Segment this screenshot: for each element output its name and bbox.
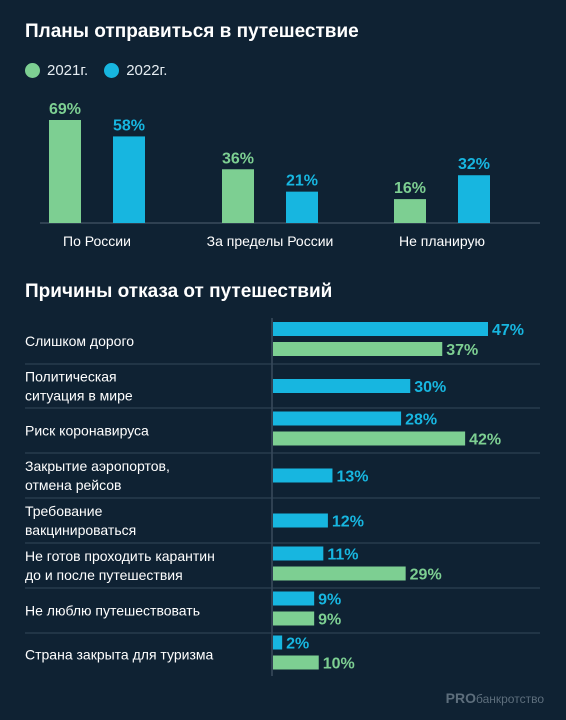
hbar-2022-5 xyxy=(273,546,324,561)
reason-label-line: Не готов проходить карантин xyxy=(25,548,215,564)
reason-label-4: Требование вакцинироваться xyxy=(25,503,136,538)
bar-2021-1 xyxy=(222,169,254,223)
hbar-label-2022-4: 12% xyxy=(332,514,364,531)
legend-label-2021: 2021г. xyxy=(47,62,89,79)
hbar-2021-6 xyxy=(273,611,315,626)
hbar-label-2022-2: 28% xyxy=(405,412,437,429)
bar-2022-2 xyxy=(458,175,490,223)
reason-label-line: Слишком дорого xyxy=(25,333,134,349)
chart-1-title: Планы отправиться в путешествие xyxy=(25,21,359,42)
reason-label-3: Закрытие аэропортов, отмена рейсов xyxy=(25,458,170,493)
hbar-label-2022-7: 2% xyxy=(286,636,309,653)
hbar-2022-6 xyxy=(273,591,315,606)
hbar-2021-7 xyxy=(273,655,319,670)
hbar-label-2022-3: 13% xyxy=(336,469,368,486)
reason-label-line: отмена рейсов xyxy=(25,477,121,493)
reason-label-line: Страна закрыта для туризма xyxy=(25,647,213,663)
reason-label-6: Не люблю путешествовать xyxy=(25,603,200,619)
data-label-2021-2: 16% xyxy=(394,180,426,197)
legend-item-2021: 2021г. xyxy=(25,62,88,79)
chart-2-title: Причины отказа от путешествий xyxy=(25,281,333,302)
hbar-2022-7 xyxy=(273,635,283,650)
reason-label-1: Политическая ситуация в мире xyxy=(25,369,133,404)
bar-2021-0 xyxy=(49,120,81,223)
legend-swatch-2021 xyxy=(25,63,40,78)
legend-label-2022: 2022г. xyxy=(126,62,168,79)
data-label-2022-0: 58% xyxy=(113,117,145,134)
reason-label-line: Не люблю путешествовать xyxy=(25,603,200,619)
hbar-label-2022-1: 30% xyxy=(414,379,446,396)
data-label-2021-0: 69% xyxy=(49,101,81,118)
hbar-label-2021-0: 37% xyxy=(446,342,478,359)
category-label-0: По России xyxy=(63,233,131,249)
data-label-2021-1: 36% xyxy=(222,150,254,167)
hbar-label-2022-0: 47% xyxy=(492,322,524,339)
legend-swatch-2022 xyxy=(104,63,120,78)
reason-label-0: Слишком дорого xyxy=(25,333,134,349)
hbar-label-2021-6: 9% xyxy=(318,612,341,629)
data-label-2022-1: 21% xyxy=(286,173,318,190)
category-label-2: Не планирую xyxy=(399,233,485,249)
hbar-label-2021-2: 42% xyxy=(469,432,501,449)
reason-label-line: Риск коронавируса xyxy=(25,423,149,439)
brand-logo: PROбанкротство xyxy=(446,690,544,706)
hbar-2021-0 xyxy=(273,342,443,356)
reason-label-2: Риск коронавируса xyxy=(25,423,149,439)
legend: 2021г. 2022г. xyxy=(25,62,183,79)
reason-label-line: вакцинироваться xyxy=(25,522,136,538)
hbar-label-2022-5: 11% xyxy=(327,547,358,564)
hbar-label-2021-7: 10% xyxy=(323,656,355,673)
hbar-2022-4 xyxy=(273,513,328,528)
hbar-label-2021-5: 29% xyxy=(410,567,442,584)
reason-label-line: Требование xyxy=(25,503,103,519)
reason-label-line: ситуация в мире xyxy=(25,388,133,404)
brand-logo-text: банкротство xyxy=(475,692,544,706)
legend-item-2022: 2022г. xyxy=(104,62,167,79)
reason-label-7: Страна закрыта для туризма xyxy=(25,647,213,663)
brand-logo-bold: PRO xyxy=(445,690,476,706)
bar-2022-0 xyxy=(113,136,145,223)
category-label-1: За пределы России xyxy=(207,233,334,249)
reason-label-5: Не готов проходить карантин до и после пу… xyxy=(25,548,215,583)
reason-label-line: Политическая xyxy=(25,369,117,385)
hbar-2022-1 xyxy=(273,379,411,393)
hbar-label-2022-6: 9% xyxy=(318,592,341,609)
hbar-2021-5 xyxy=(273,566,406,581)
data-label-2022-2: 32% xyxy=(458,156,490,173)
hbar-2022-3 xyxy=(273,468,333,483)
bar-2022-1 xyxy=(286,191,318,223)
bar-2021-2 xyxy=(394,199,426,223)
reason-label-line: до и после путешествия xyxy=(25,567,183,583)
hbar-2022-0 xyxy=(273,322,488,336)
reason-label-line: Закрытие аэропортов, xyxy=(25,458,170,474)
hbar-2022-2 xyxy=(273,411,402,426)
hbar-2021-2 xyxy=(273,431,466,446)
